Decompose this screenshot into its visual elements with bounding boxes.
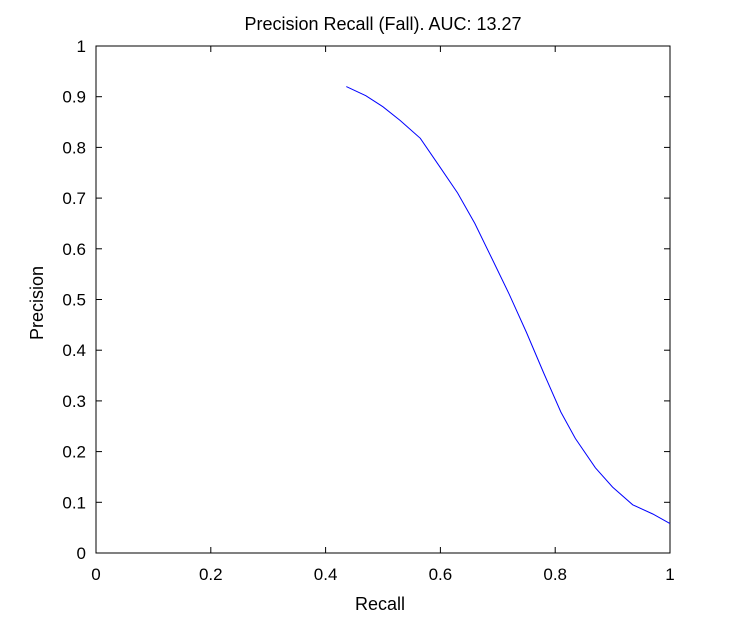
x-tick-label: 0.8	[543, 565, 567, 584]
precision-recall-curve	[346, 86, 671, 525]
y-tick-label: 0.3	[62, 392, 86, 411]
x-axis-label: Recall	[355, 594, 405, 614]
x-tick-label: 0.2	[199, 565, 223, 584]
plot-area-frame	[95, 45, 671, 554]
x-tick-label: 0.6	[429, 565, 453, 584]
y-axis-label: Precision	[27, 266, 47, 340]
axis-ticks: 0 0.2 0.4 0.6 0.8 1 0 0.1 0.2 0.3 0.4 0.5 0.6 0.7 0.8 0…	[62, 37, 674, 584]
y-tick-label: 0	[77, 544, 86, 563]
series-group	[346, 86, 671, 525]
chart-title: Precision Recall (Fall). AUC: 13.27	[244, 14, 521, 34]
y-tick-label: 0.1	[62, 493, 86, 512]
y-tick-label: 0.5	[62, 291, 86, 310]
x-tick-label: 0.4	[314, 565, 338, 584]
x-tick-label: 1	[665, 565, 674, 584]
y-tick-label: 0.8	[62, 138, 86, 157]
y-tick-label: 0.2	[62, 443, 86, 462]
y-tick-label: 1	[77, 37, 86, 56]
x-tick-label: 0	[91, 565, 100, 584]
y-tick-label: 0.7	[62, 189, 86, 208]
y-tick-label: 0.9	[62, 88, 86, 107]
y-tick-label: 0.4	[62, 341, 86, 360]
y-tick-label: 0.6	[62, 240, 86, 259]
